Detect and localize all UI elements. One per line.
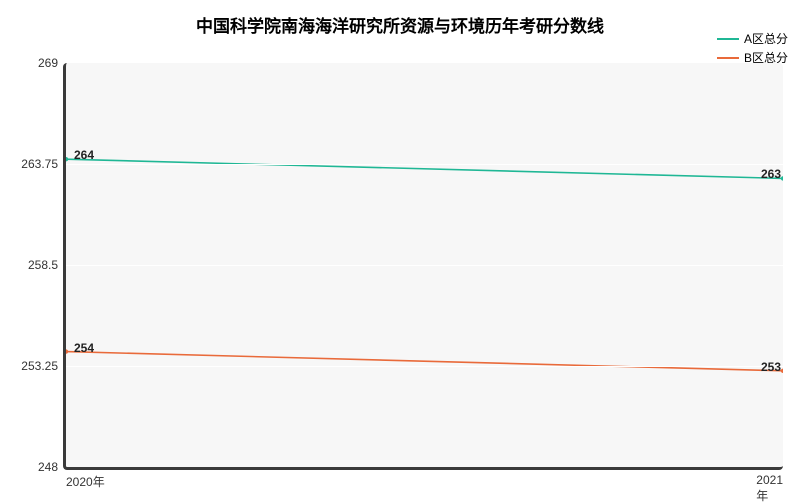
chart-title: 中国科学院南海海洋研究所资源与环境历年考研分数线 [0,12,800,37]
point-label: 253 [761,360,781,374]
y-tick-label: 269 [38,56,66,70]
legend-item-a: A区总分 [717,30,788,47]
point-label: 264 [74,148,94,162]
gridline [66,366,783,367]
y-tick-label: 253.25 [21,359,66,373]
legend-swatch-a [717,38,739,40]
series-point [66,349,68,353]
legend-swatch-b [717,57,739,59]
point-label: 254 [74,341,94,355]
y-tick-label: 258.5 [28,258,66,272]
point-label: 263 [761,167,781,181]
y-tick-label: 248 [38,460,66,474]
x-tick-label: 2020年 [66,467,105,490]
series-point [781,176,783,180]
y-tick-label: 263.75 [21,157,66,171]
series-line [66,159,783,178]
series-line [66,352,783,371]
plot-area: 248253.25258.5263.752692020年2021年2642632… [63,63,783,470]
series-point [781,369,783,373]
legend-label-a: A区总分 [744,30,788,47]
gridline [66,164,783,165]
x-tick-label: 2021年 [756,467,783,504]
series-point [66,157,68,161]
gridline [66,265,783,266]
